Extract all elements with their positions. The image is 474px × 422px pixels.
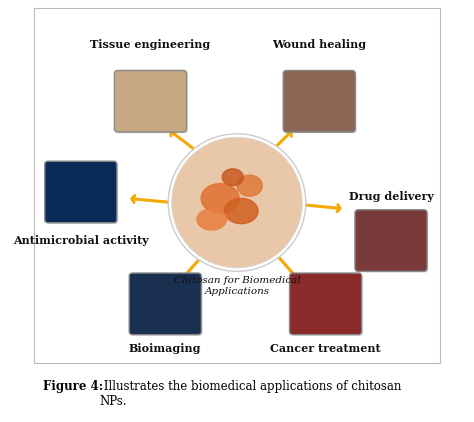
Ellipse shape <box>224 198 258 224</box>
FancyBboxPatch shape <box>129 273 201 335</box>
FancyBboxPatch shape <box>46 162 118 224</box>
FancyBboxPatch shape <box>284 72 356 133</box>
Circle shape <box>172 137 302 268</box>
FancyBboxPatch shape <box>35 8 439 363</box>
Text: Cancer treatment: Cancer treatment <box>270 343 381 354</box>
FancyBboxPatch shape <box>356 211 428 273</box>
FancyBboxPatch shape <box>283 70 356 132</box>
FancyBboxPatch shape <box>290 273 362 335</box>
FancyBboxPatch shape <box>114 70 187 132</box>
Ellipse shape <box>222 169 243 186</box>
FancyBboxPatch shape <box>355 210 427 271</box>
Ellipse shape <box>201 184 239 213</box>
FancyBboxPatch shape <box>116 72 188 133</box>
Text: Figure 4:: Figure 4: <box>43 380 103 393</box>
Ellipse shape <box>197 209 227 230</box>
Text: Drug delivery: Drug delivery <box>348 191 433 202</box>
Text: Chitosan for Biomedical
Applications: Chitosan for Biomedical Applications <box>173 276 301 296</box>
Text: Wound healing: Wound healing <box>272 39 366 50</box>
FancyBboxPatch shape <box>291 274 363 336</box>
Text: Illustrates the biomedical applications of chitosan
NPs.: Illustrates the biomedical applications … <box>100 380 401 408</box>
Ellipse shape <box>237 175 262 196</box>
Text: Antimicrobial activity: Antimicrobial activity <box>13 235 149 246</box>
Circle shape <box>168 134 306 271</box>
Text: Tissue engineering: Tissue engineering <box>91 39 210 50</box>
FancyBboxPatch shape <box>130 274 202 336</box>
FancyBboxPatch shape <box>45 161 117 223</box>
Text: Bioimaging: Bioimaging <box>129 343 201 354</box>
